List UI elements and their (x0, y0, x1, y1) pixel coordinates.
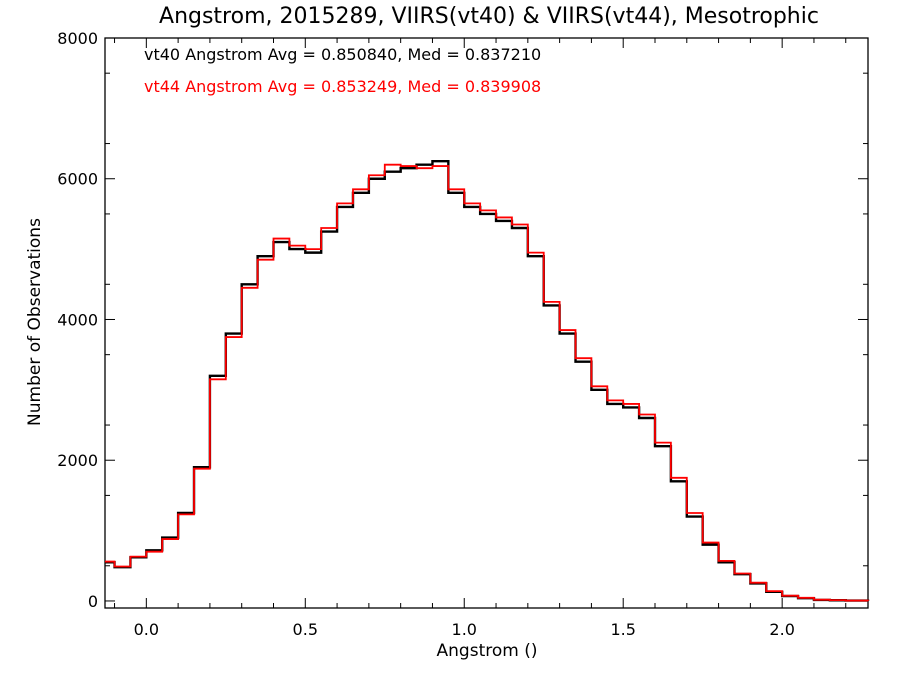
y-axis-title: Number of Observations (25, 218, 45, 426)
y-tick-label: 2000 (57, 451, 98, 470)
series-layer (105, 159, 870, 602)
chart-title: Angstrom, 2015289, VIIRS(vt40) & VIIRS(v… (159, 4, 819, 29)
x-tick-label: 2.0 (769, 620, 794, 639)
y-axis-ticks: 0 2000 4000 6000 8000 (57, 29, 868, 611)
x-tick-label: 1.5 (610, 620, 635, 639)
x-tick-label: 0.5 (293, 620, 318, 639)
y-tick-label: 6000 (57, 170, 98, 189)
y-tick-label: 4000 (57, 310, 98, 329)
y-tick-label: 0 (88, 592, 98, 611)
plot-frame (104, 37, 869, 609)
y-tick-label: 8000 (57, 29, 98, 48)
x-axis-ticks: 0.0 0.5 1.0 1.5 2.0 (114, 38, 847, 639)
x-axis-title: Angstrom () (437, 641, 538, 661)
x-tick-label: 1.0 (452, 620, 477, 639)
x-tick-label: 0.0 (134, 620, 159, 639)
series-vt44 (105, 163, 869, 602)
annotation-vt44: vt44 Angstrom Avg = 0.853249, Med = 0.83… (144, 77, 541, 96)
annotation-vt40: vt40 Angstrom Avg = 0.850840, Med = 0.83… (144, 45, 541, 64)
series-vt40 (105, 159, 870, 602)
